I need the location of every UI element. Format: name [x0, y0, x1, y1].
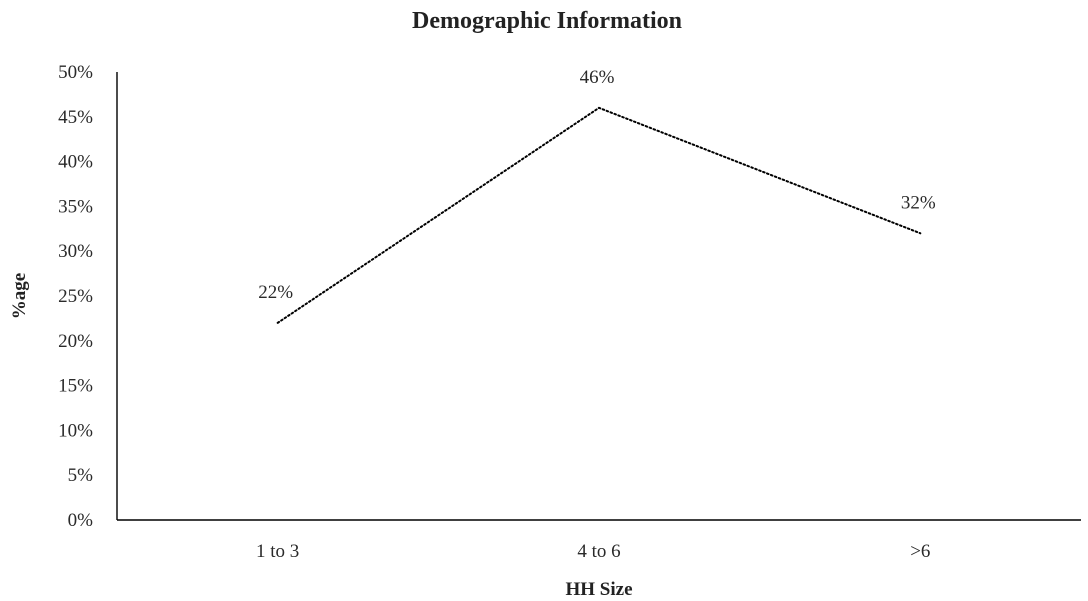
y-tick-label: 30%	[58, 241, 93, 262]
y-tick-label: 25%	[58, 286, 93, 307]
x-tick-label: >6	[910, 541, 930, 562]
data-label: 22%	[258, 282, 293, 303]
y-tick-label: 15%	[58, 376, 93, 397]
x-tick-label: 4 to 6	[577, 541, 620, 562]
y-tick-label: 50%	[58, 62, 93, 83]
data-labels: 22% 46% 32%	[258, 67, 936, 303]
y-tick-label: 10%	[58, 420, 93, 441]
x-axis-title: HH Size	[565, 579, 632, 600]
y-tick-label: 5%	[68, 465, 94, 486]
y-tick-label: 45%	[58, 107, 93, 128]
data-series	[276, 106, 922, 324]
y-tick-label: 20%	[58, 331, 93, 352]
data-label: 32%	[901, 192, 936, 213]
y-tick-label: 0%	[68, 510, 94, 531]
x-axis-ticks: 1 to 3 4 to 6 >6	[256, 541, 930, 562]
x-tick-label: 1 to 3	[256, 541, 299, 562]
y-tick-label: 40%	[58, 152, 93, 173]
series-line	[276, 106, 922, 324]
data-label: 46%	[580, 67, 615, 88]
chart-title: Demographic Information	[412, 8, 682, 34]
y-tick-label: 35%	[58, 196, 93, 217]
y-axis-ticks: 0% 5% 10% 15% 20% 25% 30% 35% 40% 45% 50%	[58, 62, 93, 531]
y-axis-title: %age	[9, 273, 30, 319]
